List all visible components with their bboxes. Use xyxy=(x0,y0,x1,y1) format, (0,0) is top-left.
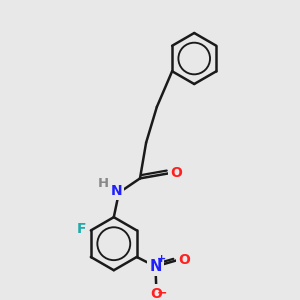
Text: N: N xyxy=(149,259,162,274)
Text: F: F xyxy=(76,222,86,236)
Text: O: O xyxy=(170,166,182,180)
Text: −: − xyxy=(157,286,167,299)
Text: N: N xyxy=(110,184,122,198)
Text: H: H xyxy=(98,177,109,190)
Text: O: O xyxy=(178,254,190,267)
Text: +: + xyxy=(157,254,166,264)
Text: O: O xyxy=(150,287,162,300)
